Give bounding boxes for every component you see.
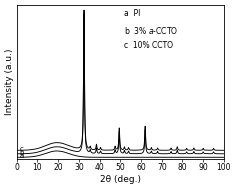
Text: a: a bbox=[19, 153, 23, 159]
Text: a  PI
b  3% $\it{a}$-CCTO
c  10% CCTO: a PI b 3% $\it{a}$-CCTO c 10% CCTO bbox=[124, 9, 179, 50]
X-axis label: 2θ (deg.): 2θ (deg.) bbox=[100, 175, 141, 184]
Text: b: b bbox=[19, 150, 24, 156]
Text: c: c bbox=[19, 146, 23, 152]
Y-axis label: Intensity (a.u.): Intensity (a.u.) bbox=[5, 49, 14, 115]
